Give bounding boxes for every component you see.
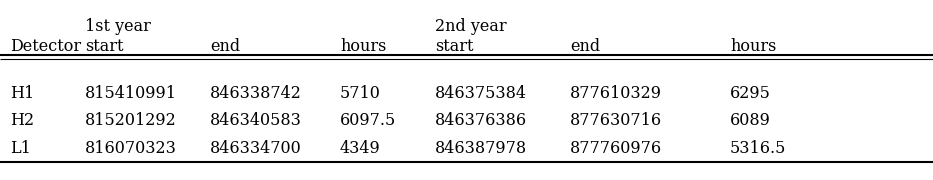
Text: H1: H1 — [10, 85, 35, 102]
Text: end: end — [570, 38, 600, 55]
Text: 6295: 6295 — [730, 85, 771, 102]
Text: end: end — [210, 38, 240, 55]
Text: 877760976: 877760976 — [570, 140, 662, 157]
Text: H2: H2 — [10, 112, 35, 129]
Text: 5710: 5710 — [340, 85, 381, 102]
Text: start: start — [435, 38, 474, 55]
Text: 2nd year: 2nd year — [435, 18, 507, 35]
Text: 846376386: 846376386 — [435, 112, 527, 129]
Text: 4349: 4349 — [340, 140, 381, 157]
Text: 877630716: 877630716 — [570, 112, 662, 129]
Text: 846375384: 846375384 — [435, 85, 527, 102]
Text: L1: L1 — [10, 140, 31, 157]
Text: 846334700: 846334700 — [210, 140, 301, 157]
Text: start: start — [85, 38, 123, 55]
Text: 815201292: 815201292 — [85, 112, 176, 129]
Text: 1st year: 1st year — [85, 18, 151, 35]
Text: 846338742: 846338742 — [210, 85, 302, 102]
Text: hours: hours — [340, 38, 386, 55]
Text: 846387978: 846387978 — [435, 140, 527, 157]
Text: 6089: 6089 — [730, 112, 771, 129]
Text: 5316.5: 5316.5 — [730, 140, 787, 157]
Text: 6097.5: 6097.5 — [340, 112, 397, 129]
Text: 877610329: 877610329 — [570, 85, 662, 102]
Text: 816070323: 816070323 — [85, 140, 177, 157]
Text: 846340583: 846340583 — [210, 112, 302, 129]
Text: 815410991: 815410991 — [85, 85, 177, 102]
Text: hours: hours — [730, 38, 776, 55]
Text: Detector: Detector — [10, 38, 81, 55]
